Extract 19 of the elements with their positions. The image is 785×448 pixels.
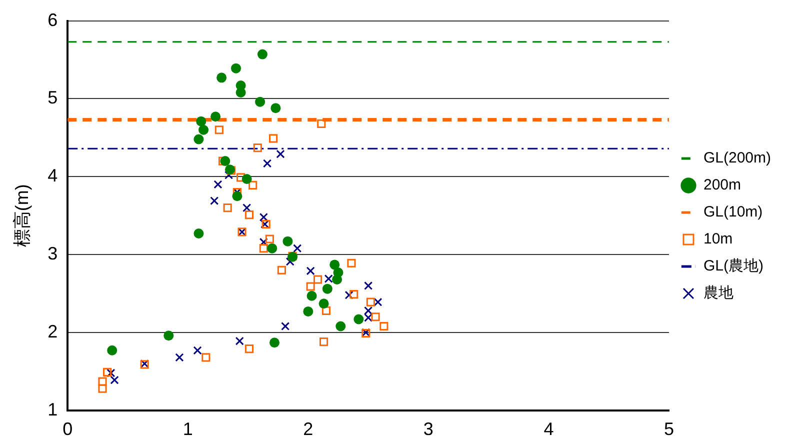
y-tick-label: 6	[48, 10, 58, 30]
x-tick-label: 2	[303, 419, 314, 440]
x-tick-label: 0	[62, 419, 73, 440]
legend-label: 200m	[703, 176, 742, 194]
y-axis-title: 標高(m)	[12, 184, 32, 248]
legend-label: GL(10m)	[703, 204, 763, 221]
legend-label: 10m	[703, 230, 733, 248]
legend-label: GL(農地)	[703, 258, 764, 275]
legend-label: 農地	[703, 284, 734, 302]
x-tick-label: 3	[423, 419, 434, 440]
y-tick-label: 1	[48, 399, 58, 420]
y-tick-label: 5	[48, 88, 58, 108]
x-tick-label: 1	[182, 419, 193, 440]
y-tick-label: 3	[48, 244, 58, 264]
y-tick-label: 4	[48, 166, 58, 186]
x-tick-label: 5	[664, 419, 674, 440]
x-tick-label: 4	[544, 419, 554, 440]
y-tick-label: 2	[48, 321, 58, 342]
legend-label: GL(200m)	[703, 150, 772, 167]
